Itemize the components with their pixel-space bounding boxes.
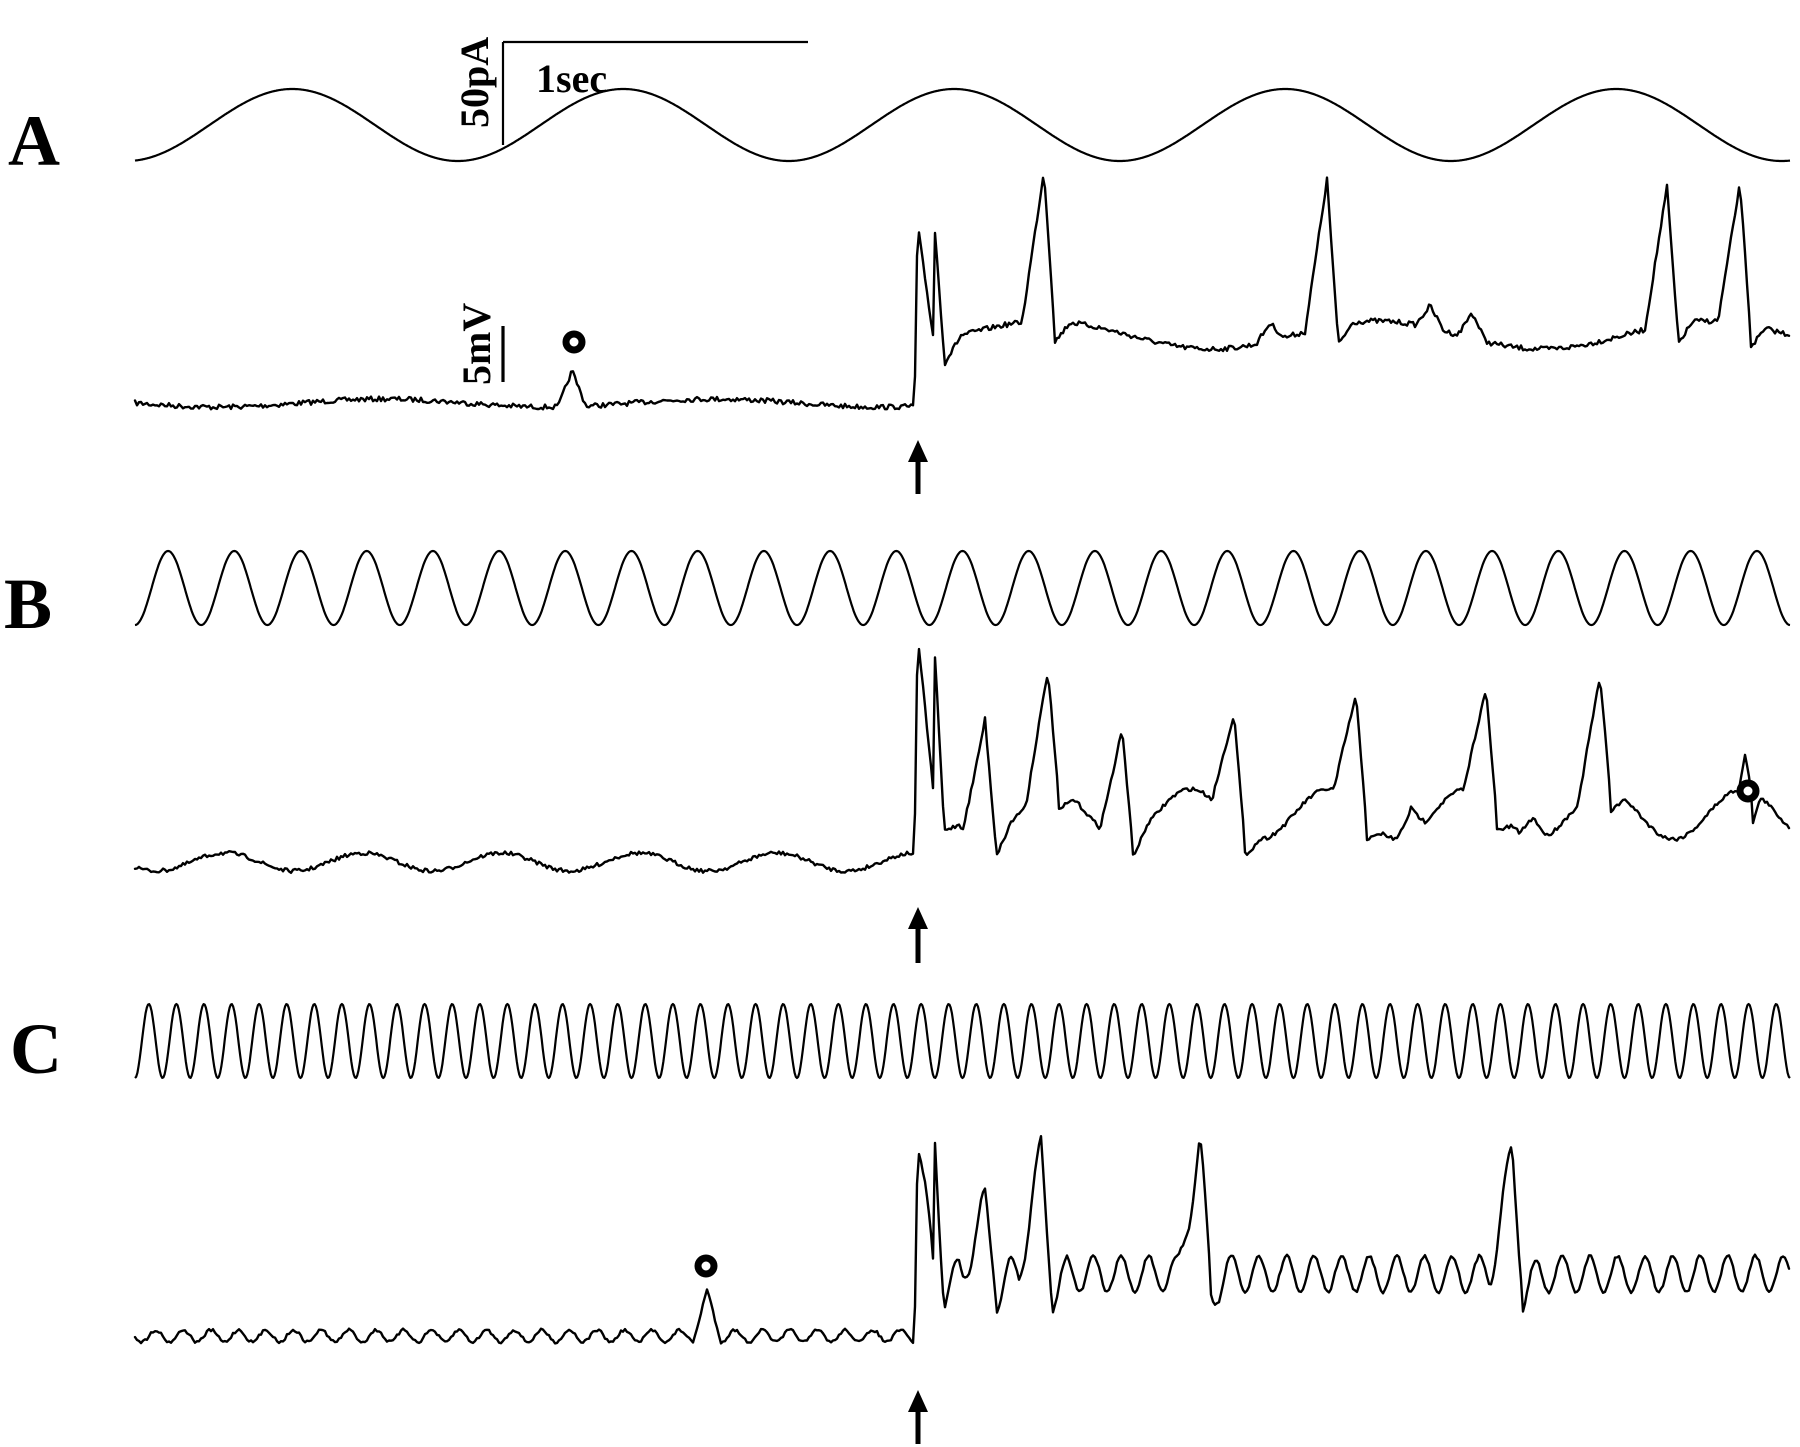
stimulus-onset-arrow-a <box>908 440 928 494</box>
scale-bar-current-time: 50pA 1sec <box>452 37 808 145</box>
voltage-trace-c <box>133 1135 1791 1345</box>
current-scale-label: 50pA <box>452 37 497 128</box>
panel-label-c: C <box>10 1009 62 1089</box>
stimulus-onset-arrow-b <box>908 907 928 963</box>
panel-label-a: A <box>8 101 60 181</box>
small-event-marker-c <box>694 1254 718 1278</box>
voltage-trace-b <box>133 647 1791 874</box>
voltage-scale-label: 5mV <box>454 303 499 385</box>
small-event-marker-b <box>1736 779 1760 803</box>
panel-label-b: B <box>4 564 52 644</box>
scale-bar-voltage: 5mV <box>454 303 505 385</box>
stimulus-trace-c <box>134 1002 1791 1080</box>
small-event-marker-a <box>562 330 586 354</box>
stimulus-trace-b <box>134 549 1791 627</box>
voltage-trace-a <box>133 176 1791 411</box>
stimulus-trace-a <box>134 87 1791 163</box>
stimulus-onset-arrow-c <box>908 1390 928 1444</box>
